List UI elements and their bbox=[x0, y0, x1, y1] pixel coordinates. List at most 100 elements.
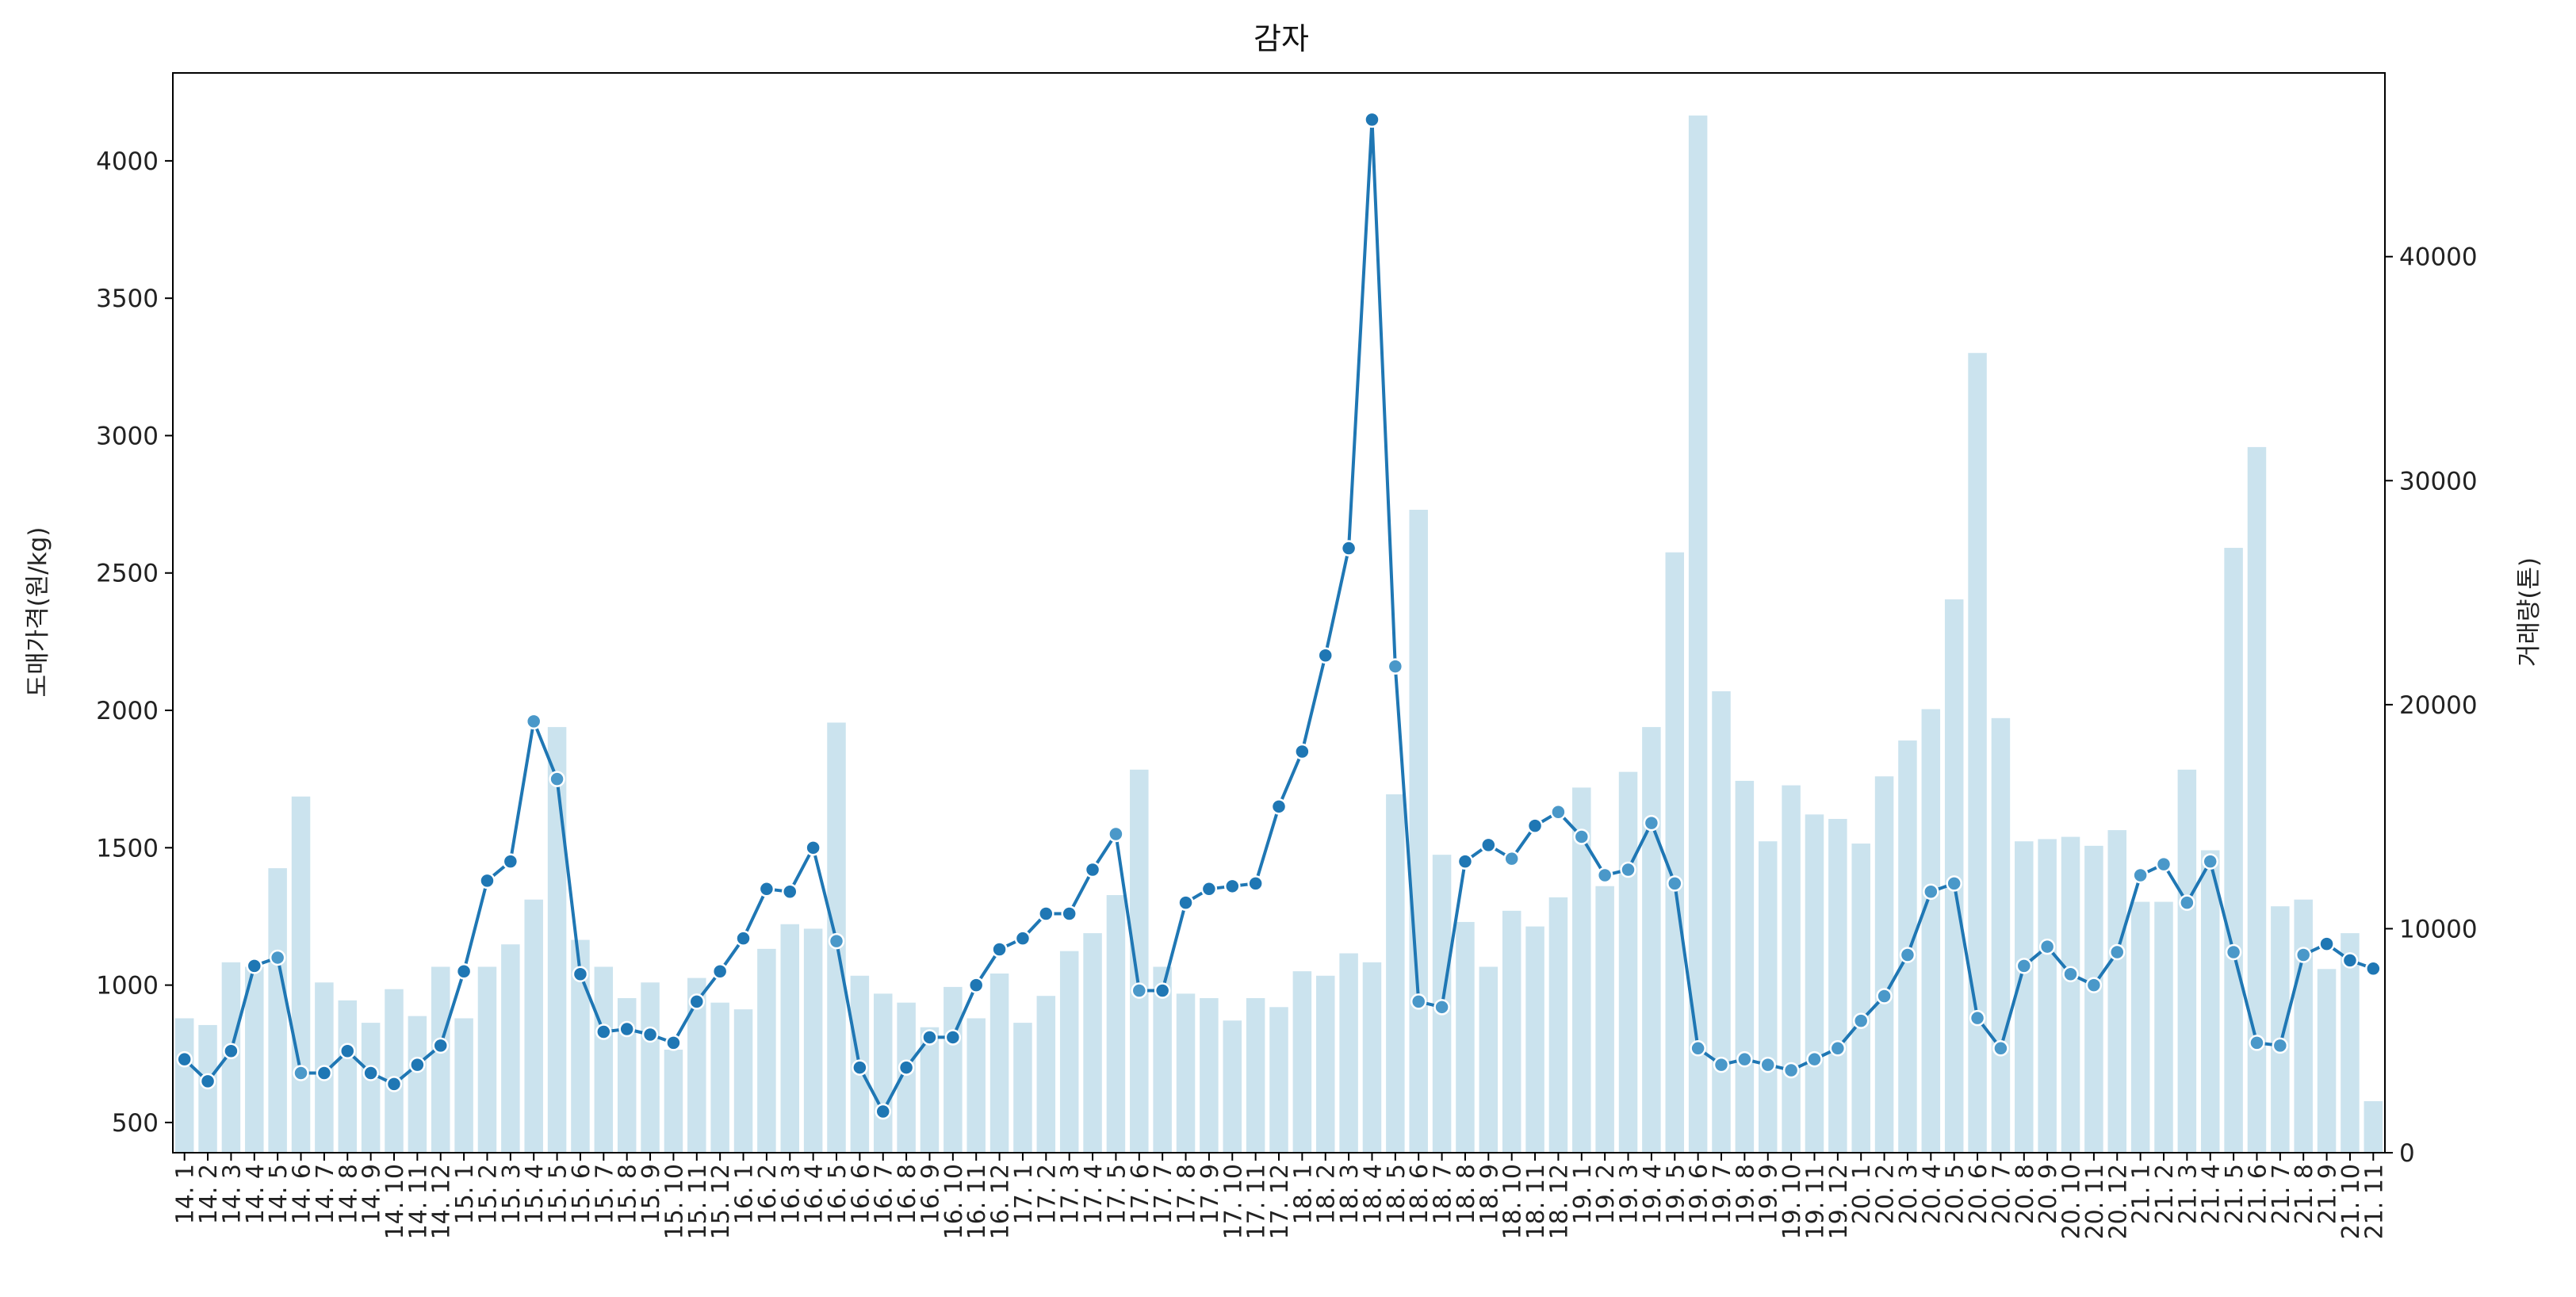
x-tick-label: 20. 10 bbox=[2058, 1164, 2086, 1239]
price-point bbox=[1014, 930, 1032, 947]
volume-bars bbox=[174, 115, 2383, 1153]
price-point bbox=[1923, 883, 1939, 901]
x-tick-label: 16. 4 bbox=[801, 1164, 829, 1224]
price-point bbox=[176, 1050, 193, 1068]
x-tick-label: 21. 8 bbox=[2291, 1164, 2318, 1224]
volume-bar bbox=[1548, 897, 1568, 1153]
x-tick-label: 18. 1 bbox=[1289, 1164, 1317, 1224]
volume-bar bbox=[245, 966, 264, 1153]
volume-bar bbox=[803, 928, 823, 1153]
price-point bbox=[1736, 1050, 1753, 1068]
price-point bbox=[1829, 1040, 1847, 1057]
price-point bbox=[1759, 1056, 1776, 1073]
price-point bbox=[828, 932, 845, 950]
price-point bbox=[2365, 960, 2382, 978]
price-point bbox=[385, 1076, 403, 1092]
x-tick-label: 19. 6 bbox=[1686, 1164, 1713, 1224]
price-point bbox=[688, 993, 706, 1010]
x-tick-label: 18. 9 bbox=[1476, 1164, 1503, 1224]
volume-bar bbox=[1712, 691, 1731, 1153]
x-tick-label: 14. 10 bbox=[381, 1164, 409, 1239]
left-tick-label: 3000 bbox=[96, 422, 159, 450]
x-axis: 14. 114. 214. 314. 414. 514. 614. 714. 8… bbox=[172, 1153, 2388, 1239]
x-tick-label: 18. 2 bbox=[1313, 1164, 1341, 1224]
volume-bar bbox=[873, 993, 893, 1153]
volume-bar bbox=[2061, 836, 2080, 1153]
volume-bar bbox=[1805, 814, 1824, 1153]
price-point bbox=[665, 1035, 682, 1051]
x-tick-label: 15. 9 bbox=[637, 1164, 665, 1224]
x-tick-label: 18. 11 bbox=[1522, 1164, 1550, 1239]
price-point bbox=[479, 872, 496, 890]
volume-bar bbox=[897, 1002, 916, 1153]
volume-bar bbox=[1083, 933, 1102, 1153]
x-tick-label: 18. 4 bbox=[1360, 1164, 1388, 1224]
volume-bar bbox=[1851, 844, 1870, 1153]
volume-bar bbox=[1339, 953, 1358, 1153]
price-point bbox=[758, 881, 775, 897]
volume-bar bbox=[1246, 998, 1265, 1153]
price-point bbox=[1387, 658, 1404, 675]
volume-bar bbox=[1874, 776, 1894, 1153]
x-tick-label: 17. 2 bbox=[1033, 1164, 1061, 1224]
price-point bbox=[2132, 867, 2149, 884]
price-point bbox=[1340, 540, 1357, 557]
right-tick-label: 20000 bbox=[2399, 691, 2478, 720]
volume-bar bbox=[966, 1018, 986, 1153]
x-tick-label: 17. 11 bbox=[1243, 1164, 1271, 1239]
volume-bar bbox=[1898, 740, 1917, 1153]
left-tick-label: 1000 bbox=[96, 972, 159, 1000]
volume-bar bbox=[454, 1018, 473, 1153]
x-tick-label: 21. 2 bbox=[2151, 1164, 2179, 1224]
price-point bbox=[1131, 982, 1148, 999]
x-tick-label: 14. 9 bbox=[358, 1164, 386, 1224]
volume-bar bbox=[1782, 785, 1801, 1153]
volume-bar bbox=[1200, 998, 1219, 1153]
price-point bbox=[1270, 798, 1288, 815]
x-tick-label: 20. 8 bbox=[2011, 1164, 2039, 1224]
price-point bbox=[735, 930, 752, 947]
price-point bbox=[1782, 1062, 1800, 1079]
volume-bar bbox=[733, 1009, 753, 1153]
x-tick-label: 19. 11 bbox=[1802, 1164, 1830, 1239]
price-point bbox=[641, 1026, 659, 1043]
x-tick-label: 17. 8 bbox=[1173, 1164, 1201, 1224]
volume-bar bbox=[174, 1018, 194, 1153]
price-point bbox=[1410, 993, 1427, 1010]
x-tick-label: 15. 3 bbox=[498, 1164, 526, 1224]
volume-bar bbox=[641, 982, 660, 1153]
price-point bbox=[852, 1059, 868, 1076]
x-tick-label: 18. 7 bbox=[1430, 1164, 1457, 1224]
x-tick-label: 18. 8 bbox=[1453, 1164, 1480, 1224]
x-tick-label: 18. 12 bbox=[1545, 1164, 1573, 1239]
price-point bbox=[991, 941, 1008, 958]
x-tick-label: 14. 2 bbox=[195, 1164, 223, 1224]
x-tick-label: 14. 11 bbox=[404, 1164, 432, 1239]
x-tick-label: 15. 10 bbox=[660, 1164, 688, 1239]
price-point bbox=[1946, 875, 1962, 892]
volume-bar bbox=[1642, 727, 1661, 1153]
x-tick-label: 16. 10 bbox=[940, 1164, 968, 1239]
price-point bbox=[1573, 828, 1590, 845]
right-tick-label: 30000 bbox=[2399, 467, 2478, 495]
x-tick-label: 19. 8 bbox=[1732, 1164, 1759, 1224]
volume-bar bbox=[1968, 353, 1987, 1153]
volume-bar bbox=[920, 1027, 940, 1153]
price-point bbox=[1852, 1012, 1870, 1029]
volume-bar bbox=[2317, 969, 2337, 1153]
x-tick-label: 17. 9 bbox=[1196, 1164, 1224, 1224]
x-tick-label: 16. 7 bbox=[871, 1164, 898, 1224]
volume-bar bbox=[1176, 993, 1196, 1153]
price-point bbox=[1456, 853, 1474, 870]
x-tick-label: 21. 7 bbox=[2268, 1164, 2295, 1224]
price-point bbox=[455, 963, 473, 980]
volume-bar bbox=[1362, 962, 1382, 1153]
left-tick-label: 2000 bbox=[96, 697, 159, 725]
x-tick-label: 19. 7 bbox=[1709, 1164, 1736, 1224]
price-point bbox=[1526, 817, 1544, 834]
price-point bbox=[2015, 958, 2033, 974]
volume-bar bbox=[1130, 769, 1149, 1153]
volume-bar bbox=[1409, 510, 1428, 1153]
volume-bar bbox=[1269, 1007, 1288, 1153]
volume-bar bbox=[1036, 996, 1056, 1153]
